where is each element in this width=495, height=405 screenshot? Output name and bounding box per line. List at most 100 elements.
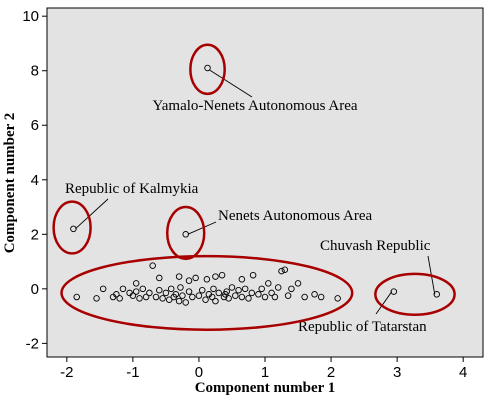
y-tick-label: 2 (31, 226, 39, 243)
data-point (136, 295, 143, 302)
data-point (142, 293, 150, 301)
highlight-ellipse (60, 254, 354, 331)
data-point (249, 271, 257, 279)
y-axis-title: Component number 2 (2, 113, 18, 254)
data-point (241, 285, 249, 293)
data-point (165, 296, 173, 303)
data-point (278, 267, 285, 275)
data-point (189, 293, 196, 301)
data-point (433, 291, 441, 298)
data-point (156, 274, 163, 282)
data-point (212, 297, 219, 305)
data-point (93, 295, 100, 302)
data-point (208, 293, 216, 301)
data-point (182, 231, 189, 238)
y-tick-label: 4 (31, 172, 39, 189)
data-point (238, 293, 246, 301)
data-point (268, 289, 275, 297)
data-point (235, 286, 242, 294)
highlight-ellipse (165, 205, 206, 261)
data-point (162, 289, 170, 297)
data-point (203, 276, 211, 283)
data-point (73, 293, 80, 301)
annotation-label: Chuvash Republic (320, 238, 431, 254)
data-point (288, 285, 295, 293)
data-point (132, 280, 140, 287)
data-point (228, 284, 236, 291)
data-point (177, 284, 184, 291)
data-point (255, 291, 262, 298)
y-tick-label: 0 (31, 281, 39, 298)
data-point (185, 277, 193, 284)
data-point (126, 289, 133, 297)
y-tick-label: 10 (22, 8, 39, 25)
data-point (232, 292, 239, 299)
annotation-leader-line (187, 221, 217, 235)
data-point (301, 293, 308, 301)
annotation-label: Republic of Tatarstan (298, 319, 427, 335)
data-point (265, 280, 272, 287)
data-point (218, 271, 226, 279)
data-point (204, 64, 211, 72)
annotation-leader-line (375, 291, 393, 315)
data-point (245, 295, 252, 302)
data-point (212, 273, 219, 280)
data-point (202, 296, 209, 303)
data-point (274, 284, 282, 291)
data-point (261, 293, 269, 301)
data-point (284, 292, 292, 299)
x-tick-label: -1 (126, 364, 139, 381)
data-point (172, 291, 180, 298)
data-point (258, 285, 265, 293)
y-tick-label: 8 (31, 63, 39, 80)
data-point (119, 285, 127, 293)
data-point (248, 289, 256, 297)
annotation-leader-line (75, 198, 109, 230)
data-point (116, 295, 123, 302)
data-point (210, 285, 217, 293)
annotation-label: Yamalo-Nenets Autonomous Area (152, 98, 357, 114)
data-point (156, 286, 163, 294)
data-point (317, 293, 325, 301)
annotation-leader-line (209, 69, 253, 98)
data-point (390, 288, 398, 295)
x-tick-label: 3 (393, 364, 401, 381)
annotation-label: Nenets Autonomous Area (218, 208, 372, 224)
data-point (179, 292, 186, 299)
data-point (159, 295, 166, 302)
data-point (167, 285, 175, 293)
data-point (132, 288, 140, 295)
annotation-label: Republic of Kalmykia (65, 181, 199, 197)
data-point (139, 285, 147, 293)
data-point (182, 299, 189, 306)
x-tick-label: 0 (195, 364, 203, 381)
annotation-layer: Yamalo-Nenets Autonomous Area Republic of… (65, 69, 436, 335)
highlight-ellipse (52, 200, 92, 255)
data-point (294, 280, 302, 287)
data-point (225, 295, 232, 302)
x-tick-label: -2 (60, 364, 73, 381)
data-point (185, 288, 193, 295)
highlight-ellipse (374, 272, 456, 316)
data-point (198, 286, 206, 294)
data-point (99, 285, 107, 293)
x-tick-label: 2 (327, 364, 335, 381)
data-point (311, 291, 318, 298)
data-points (70, 64, 441, 306)
y-tick-label: 6 (31, 117, 39, 134)
axis-ticks: -2 -1 0 1 2 3 4 -2 0 2 4 6 8 10 (22, 8, 467, 381)
data-point (238, 276, 246, 283)
data-point (113, 291, 120, 298)
data-point (149, 262, 156, 269)
data-point (146, 289, 153, 297)
data-point (152, 293, 160, 301)
highlight-ellipses (52, 43, 456, 331)
data-point (215, 289, 223, 297)
data-point (195, 292, 203, 299)
data-point (192, 274, 199, 282)
highlight-ellipse (189, 43, 226, 96)
y-tick-label: -2 (26, 335, 39, 352)
data-point (175, 297, 183, 305)
data-point (222, 291, 229, 298)
